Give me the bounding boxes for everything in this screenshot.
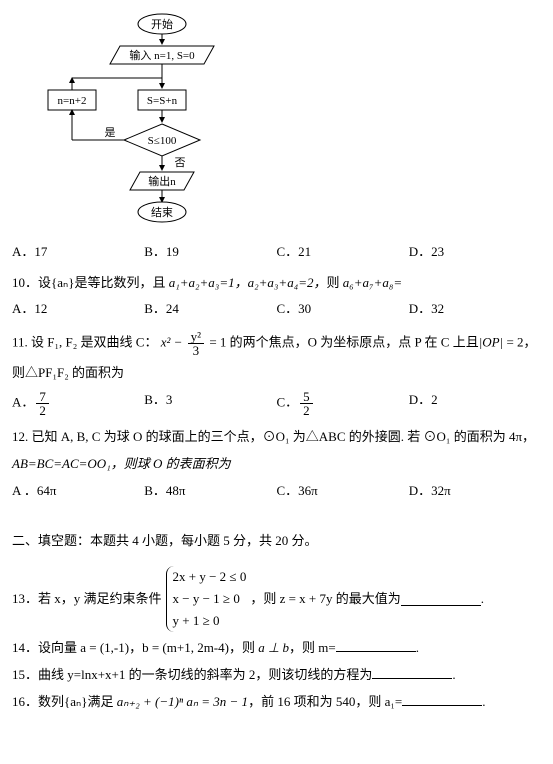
q16-rec: aₙ₊₂ + (−1)ⁿ aₙ = 3n − 1 — [117, 694, 248, 709]
q9-opt-d: D．23 — [409, 242, 541, 263]
q9-options: A．17 B．19 C．21 D．23 — [12, 242, 541, 263]
q10-e1: a₁+a₂+a₃=1， — [169, 275, 248, 290]
q12-opt-d: D．32π — [409, 481, 541, 502]
q13-period: . — [481, 589, 484, 610]
q16-period: . — [482, 694, 485, 709]
q11-c-den: 2 — [300, 404, 313, 417]
q11-opt-c: C．52 — [277, 390, 409, 417]
q11-c-num: 5 — [300, 390, 313, 404]
q10-options: A．12 B．24 C．30 D．32 — [12, 299, 541, 320]
q16-seq: {aₙ} — [64, 694, 87, 709]
q11-op: |OP| — [479, 335, 503, 350]
q16-a: 16．数列 — [12, 694, 64, 709]
q14-blank — [336, 638, 416, 652]
fc-input: 输入 n=1, S=0 — [129, 48, 195, 62]
q13-c2: x − y − 1 ≥ 0 — [173, 588, 247, 610]
q11-eq-r: = 1 的两个焦点，O 为坐标原点，点 P 在 C 上且 — [206, 335, 479, 350]
q13-constraints: 2x + y − 2 ≤ 0 x − y − 1 ≥ 0 y + 1 ≥ 0 — [166, 566, 247, 632]
q10-seq: {aₙ} — [51, 275, 74, 290]
q11-frac-num: y² — [188, 330, 204, 344]
fc-output: 输出n — [148, 174, 176, 188]
fc-start: 开始 — [151, 17, 173, 31]
q12-line1: 12. 已知 A, B, C 为球 O 的球面上的三个点，⊙O₁ 为△ABC 的… — [12, 427, 541, 448]
fc-cond: S≤100 — [148, 135, 177, 147]
q10-opt-d: D．32 — [409, 299, 541, 320]
q11-line1: 11. 设 F₁, F₂ 是双曲线 C： x² − y²3 = 1 的两个焦点，… — [12, 330, 541, 357]
q14-line: 14．设向量 a = (1,-1)，b = (m+1, 2m-4)，则 a ⊥ … — [12, 638, 541, 659]
q15-blank — [372, 665, 452, 679]
q13-c3: y + 1 ≥ 0 — [173, 610, 247, 632]
q11-options: A．72 B．3 C．52 D．2 — [12, 390, 541, 417]
q12-opt-b: B．48π — [144, 481, 276, 502]
q10-a: 10．设 — [12, 275, 51, 290]
q10-e3: a₆+a₇+a₈= — [343, 275, 402, 290]
q10-line: 10．设{aₙ}是等比数列，且 a₁+a₂+a₃=1，a₂+a₃+a₄=2，则 … — [12, 273, 541, 294]
q14-b: ，则 m= — [289, 640, 336, 655]
q14-a: 14．设向量 a = (1,-1)，b = (m+1, 2m-4)，则 — [12, 640, 258, 655]
q11-line2: 则△PF₁F₂ 的面积为 — [12, 363, 541, 384]
q10-opt-b: B．24 — [144, 299, 276, 320]
q10-e2: a₂+a₃+a₄=2， — [248, 275, 327, 290]
q16-c: ，前 16 项和为 540，则 a₁= — [248, 694, 402, 709]
fc-assign-n: n=n+2 — [58, 95, 87, 107]
section2-title: 二、填空题：本题共 4 小题，每小题 5 分，共 20 分。 — [12, 531, 541, 552]
q16-b: 满足 — [87, 694, 116, 709]
q14-period: . — [416, 640, 419, 655]
q13-c1: 2x + y − 2 ≤ 0 — [173, 566, 247, 588]
q12-line2: AB=BC=AC=OO₁，则球 O 的表面积为 — [12, 454, 541, 475]
q14-perp: a ⊥ b — [258, 640, 289, 655]
q10-b: 是等比数列，且 — [74, 275, 168, 290]
q13-line: 13．若 x，y 满足约束条件 2x + y − 2 ≤ 0 x − y − 1… — [12, 566, 541, 632]
q13-blank — [401, 592, 481, 606]
fc-yes: 是 — [105, 126, 116, 139]
q9-opt-c: C．21 — [277, 242, 409, 263]
q12-opt-c: C．36π — [277, 481, 409, 502]
flowchart: 开始 输入 n=1, S=0 S=S+n n=n+2 S≤100 是 否 输出n — [32, 12, 541, 234]
q10-c: 则 — [327, 275, 343, 290]
fc-assign-s: S=S+n — [147, 95, 178, 107]
fc-no: 否 — [175, 157, 186, 169]
q15-text: 15．曲线 y=lnx+x+1 的一条切线的斜率为 2，则该切线的方程为 — [12, 667, 372, 682]
q16-blank — [402, 692, 482, 706]
q12-options: A ．64π B．48π C．36π D．32π — [12, 481, 541, 502]
q12-opt-a: A ．64π — [12, 481, 144, 502]
q11-opt-a: A．72 — [12, 390, 144, 417]
q11-eq-end: = 2， — [503, 335, 536, 350]
q9-opt-a: A．17 — [12, 242, 144, 263]
q11-opt-b: B．3 — [144, 390, 276, 417]
q10-opt-c: C．30 — [277, 299, 409, 320]
q11-opt-d: D．2 — [409, 390, 541, 417]
q13-pre: 13．若 x，y 满足约束条件 — [12, 589, 162, 610]
q16-line: 16．数列{aₙ}满足 aₙ₊₂ + (−1)ⁿ aₙ = 3n − 1，前 1… — [12, 692, 541, 713]
q11-a: 11. 设 F₁, F₂ 是双曲线 C： — [12, 335, 157, 350]
flowchart-svg: 开始 输入 n=1, S=0 S=S+n n=n+2 S≤100 是 否 输出n — [32, 12, 242, 227]
q11-a-num: 7 — [36, 390, 49, 404]
q11-frac-den: 3 — [188, 344, 204, 357]
fc-end: 结束 — [151, 206, 173, 219]
q11-a-den: 2 — [36, 404, 49, 417]
q13-post: ，则 z = x + 7y 的最大值为 — [250, 589, 400, 610]
q15-line: 15．曲线 y=lnx+x+1 的一条切线的斜率为 2，则该切线的方程为. — [12, 665, 541, 686]
q9-opt-b: B．19 — [144, 242, 276, 263]
q11-eq-l: x² − — [161, 335, 186, 350]
q10-opt-a: A．12 — [12, 299, 144, 320]
q11-frac: y²3 — [188, 330, 204, 357]
q15-period: . — [452, 667, 455, 682]
